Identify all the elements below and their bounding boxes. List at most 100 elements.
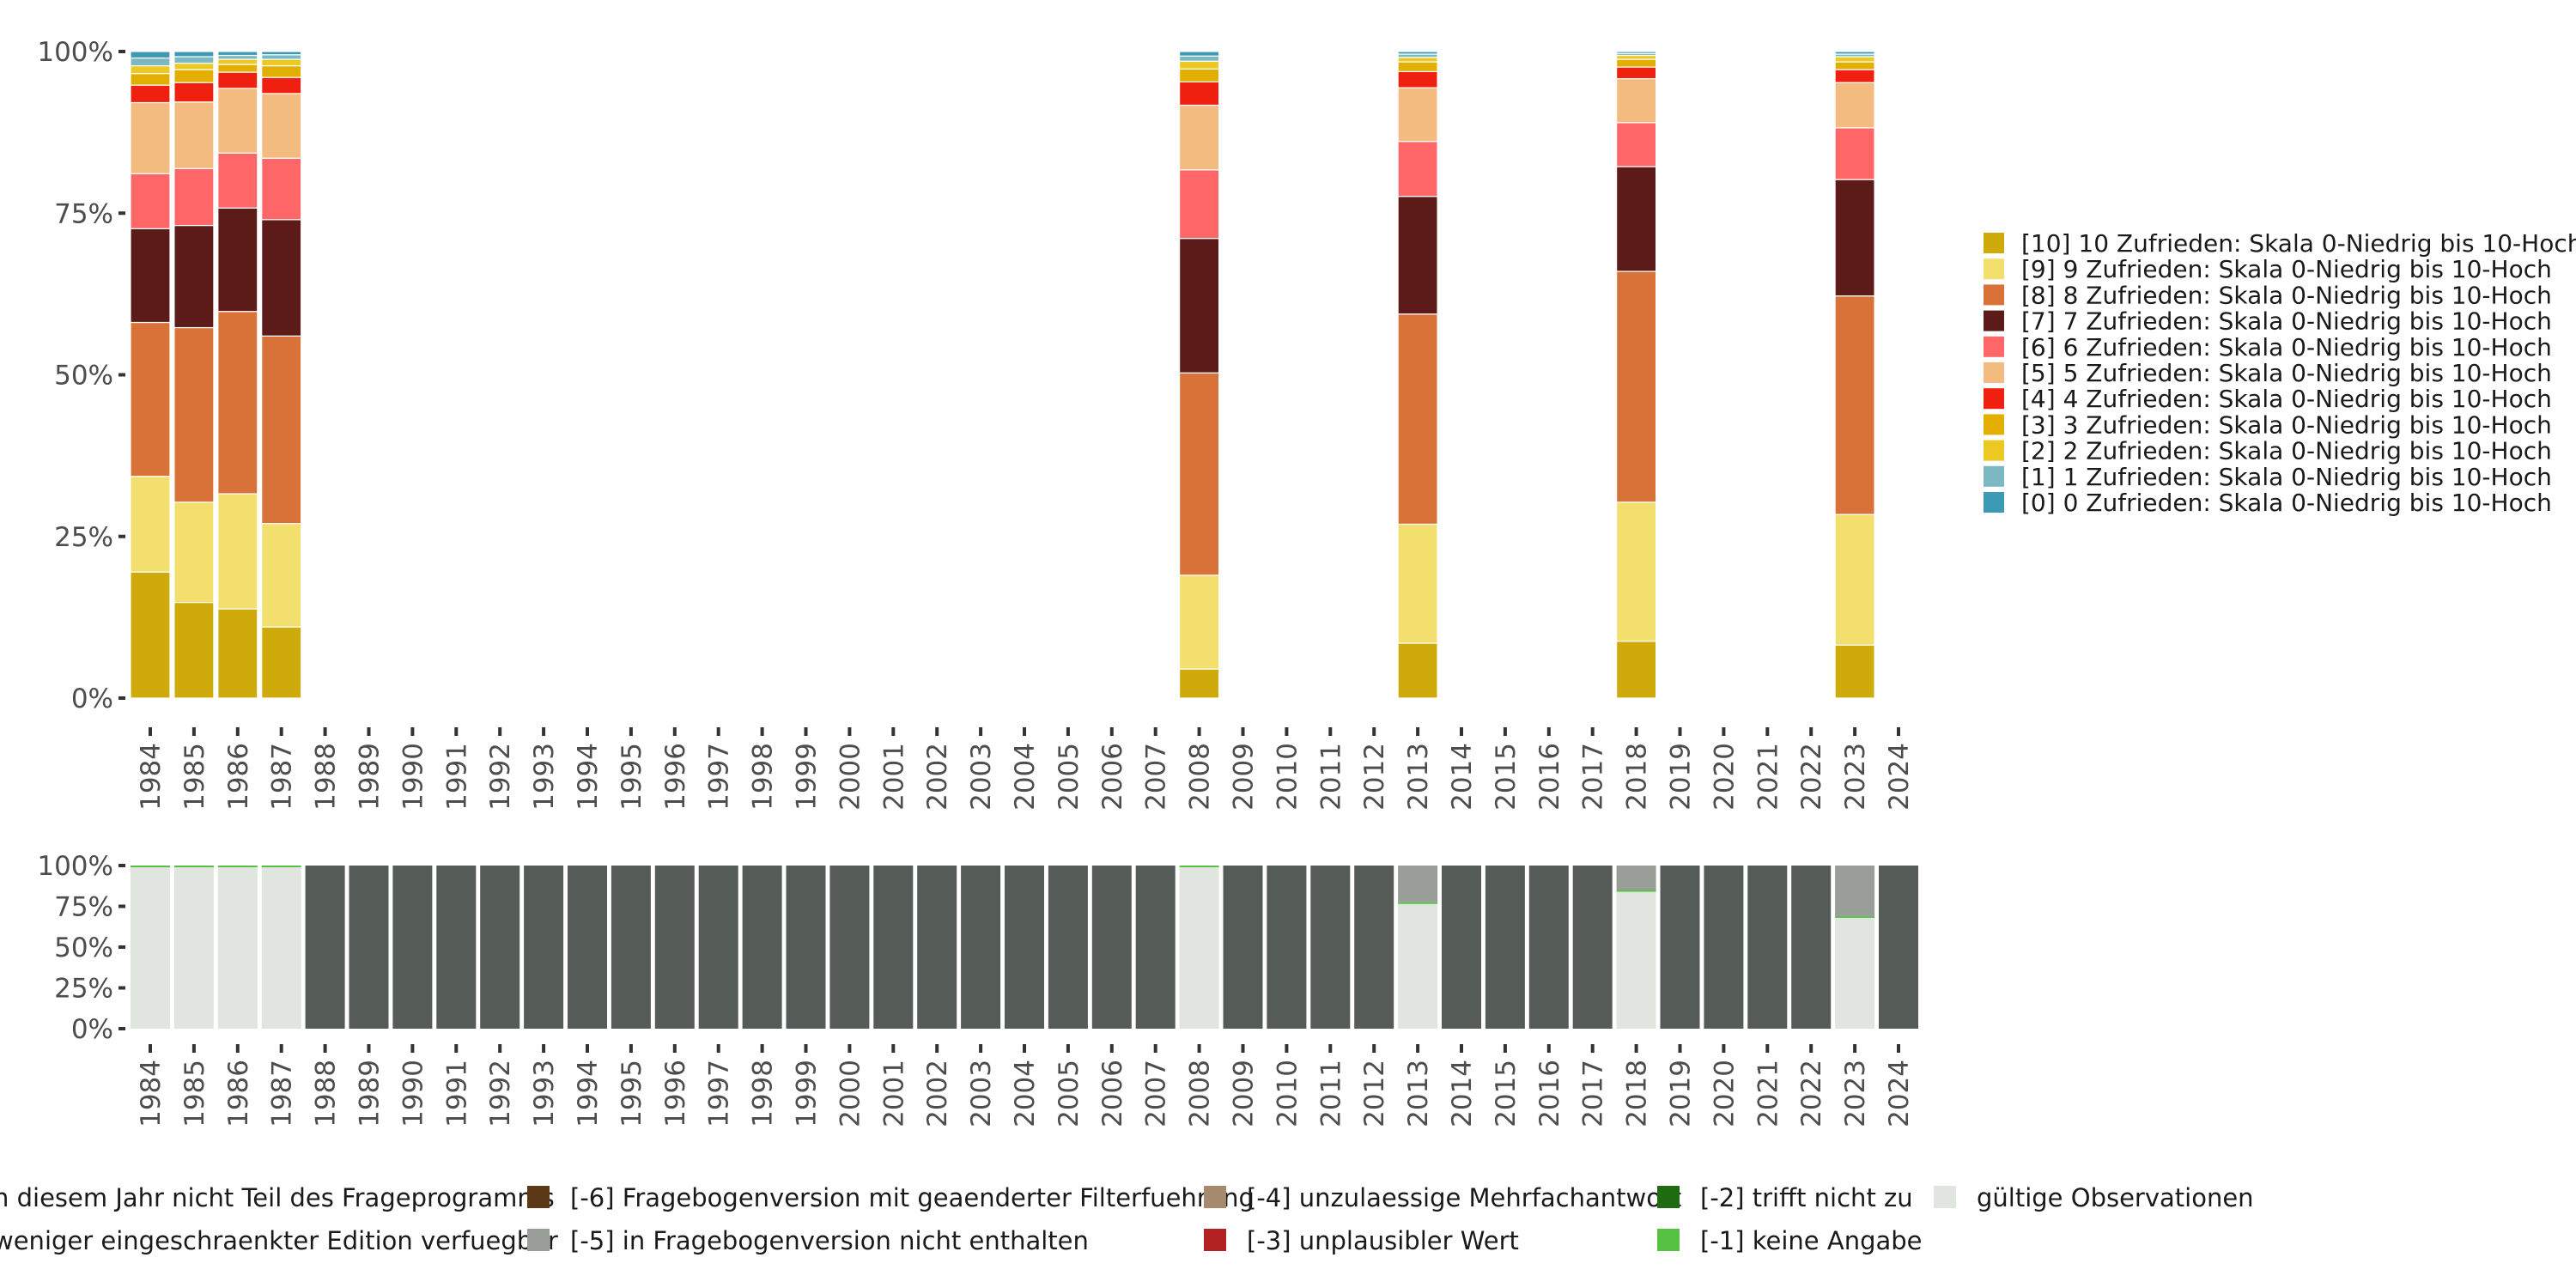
top-bar-segment-1985-3-3- [173, 69, 215, 83]
bottom-bar-2024 [1879, 866, 1918, 1029]
bottom-bar-1989 [349, 866, 389, 1029]
bottom-bar-segment-not-in-program [1048, 866, 1088, 1029]
bottom-bar-segment-not-in-program [1442, 866, 1481, 1029]
bottom-bar-segment-not-in-program [698, 866, 738, 1029]
top-bar-segment-1985-4-4- [173, 82, 215, 103]
top-x-tick-label: 2007 [1141, 743, 1172, 811]
bottom-bar-1986 [217, 866, 258, 1029]
top-bar-segment-2018-9-9- [1615, 501, 1657, 642]
top-bar-segment-2018-5-5- [1615, 78, 1657, 124]
top-x-tick-label: 1999 [792, 743, 823, 811]
bottom-legend-item: [-6] Fragebogenversion mit geaenderter F… [527, 1183, 1255, 1212]
top-x-tick-label: 2016 [1534, 743, 1565, 811]
bottom-bar-segment-not-in-program [436, 866, 477, 1029]
bottom-bar-2017 [1572, 866, 1613, 1029]
bottom-x-tick-label: 1990 [398, 1060, 428, 1127]
bottom-x-tick-label: 1992 [485, 1060, 516, 1127]
top-bar-segment-1984-2-2- [130, 64, 171, 75]
bottom-legend-swatch [1934, 1186, 1956, 1208]
top-x-tick-label: 2000 [835, 743, 866, 811]
bottom-x-tick-label: 1997 [704, 1060, 735, 1127]
top-bar-segment-1986-2-2- [217, 58, 258, 65]
top-bar-segment-1987-5-5- [261, 93, 302, 159]
top-x-tick-label: 2010 [1272, 743, 1303, 811]
top-x-tick-label: 2005 [1054, 743, 1084, 811]
top-bar-segment-1986-9-9- [217, 493, 258, 610]
bottom-bar-segment-no-answer [1616, 890, 1656, 892]
bottom-x-tick-label: 2015 [1491, 1060, 1522, 1127]
top-legend-item: [1] 1 Zufrieden: Skala 0-Niedrig bis 10-… [1984, 463, 2552, 491]
top-x-tick-label: 1990 [398, 743, 428, 811]
top-legend-item: [7] 7 Zufrieden: Skala 0-Niedrig bis 10-… [1984, 307, 2552, 336]
bottom-bar-segment-not-in-program [1660, 866, 1700, 1029]
bottom-bar-1996 [654, 866, 695, 1029]
top-bar-segment-2018-7-7- [1615, 166, 1657, 272]
top-bar-segment-1985-6-6- [173, 167, 215, 227]
top-bar-segment-1987-0-0- [261, 51, 302, 56]
bottom-bar-2004 [1005, 866, 1044, 1029]
bottom-bar-2021 [1747, 866, 1788, 1029]
top-legend-swatch [1984, 336, 2004, 357]
bottom-x-tick-label: 2024 [1884, 1060, 1915, 1127]
top-x-tick-label: 1987 [267, 743, 298, 811]
top-legend-item: [2] 2 Zufrieden: Skala 0-Niedrig bis 10-… [1984, 437, 2552, 465]
top-bar-segment-2013-4-4- [1397, 70, 1438, 88]
bottom-bar-1991 [436, 866, 477, 1029]
top-bar-segment-1987-3-3- [261, 64, 302, 78]
top-bar-segment-1987-10-1 [261, 626, 302, 699]
bottom-legend-item: [-5] in Fragebogenversion nicht enthalte… [527, 1226, 1089, 1255]
top-bar-segment-2018-6-6- [1615, 122, 1657, 167]
top-x-tick-label: 1986 [223, 743, 254, 811]
bottom-x-tick-label: 2016 [1534, 1060, 1565, 1127]
bottom-bar-segment-not-in-program [1223, 866, 1263, 1029]
top-legend-item: [8] 8 Zufrieden: Skala 0-Niedrig bis 10-… [1984, 281, 2552, 309]
bottom-bar-2006 [1091, 866, 1132, 1029]
top-legend-swatch [1984, 492, 2004, 513]
top-x-tick-label: 2015 [1491, 743, 1522, 811]
top-bar-1985 [173, 51, 215, 699]
top-x-tick-label: 2012 [1359, 743, 1390, 811]
bottom-bar-2000 [829, 866, 870, 1029]
bottom-bar-2007 [1135, 866, 1176, 1029]
bottom-bar-2012 [1354, 866, 1394, 1029]
bottom-bar-segment-not-in-program [654, 866, 695, 1029]
top-bar-segment-1985-7-7- [173, 224, 215, 329]
bottom-x-tick-label: 2007 [1141, 1060, 1172, 1127]
top-legend-swatch [1984, 440, 2004, 461]
top-x-tick-label: 2017 [1578, 743, 1609, 811]
bottom-legend-label: [-1] keine Angabe [1700, 1226, 1923, 1255]
bottom-bar-2005 [1048, 866, 1088, 1029]
top-legend-label: [0] 0 Zufrieden: Skala 0-Niedrig bis 10-… [2021, 489, 2552, 517]
bottom-bar-segment-not-in-program [568, 866, 607, 1029]
bottom-bar-segment-not-in-program [1091, 866, 1132, 1029]
top-legend-label: [4] 4 Zufrieden: Skala 0-Niedrig bis 10-… [2021, 385, 2552, 413]
top-bar-2023 [1834, 51, 1875, 699]
top-bar-1986 [217, 51, 258, 699]
top-legend-label: [5] 5 Zufrieden: Skala 0-Niedrig bis 10-… [2021, 359, 2552, 387]
bottom-bar-2020 [1704, 866, 1744, 1029]
bottom-bar-2010 [1267, 866, 1307, 1029]
top-bar-segment-1985-2-2- [173, 62, 215, 70]
bottom-bar-segment-not-in-program [873, 866, 914, 1029]
bottom-x-tick-label: 2002 [922, 1060, 953, 1127]
top-bar-segment-2023-0-0- [1834, 51, 1875, 55]
bottom-bar-1985 [173, 866, 214, 1029]
top-x-tick-label: 2021 [1753, 743, 1783, 811]
top-y-tick-label: 50% [54, 361, 113, 392]
bottom-legend-item: n diesem Jahr nicht Teil des Frageprogra… [0, 1183, 555, 1212]
bottom-legend-label: [-5] in Fragebogenversion nicht enthalte… [570, 1226, 1089, 1255]
top-bar-segment-2013-3-3- [1397, 61, 1438, 72]
bottom-legend-label: [-3] unplausibler Wert [1247, 1226, 1519, 1255]
bottom-bar-segment-not-in-program [1267, 866, 1307, 1029]
bottom-bar-segment-not-in-program [917, 866, 957, 1029]
top-legend-label: [9] 9 Zufrieden: Skala 0-Niedrig bis 10-… [2021, 255, 2552, 283]
bottom-bar-2019 [1660, 866, 1700, 1029]
top-bar-segment-1986-5-5- [217, 88, 258, 154]
top-x-tick-label: 2008 [1185, 743, 1216, 811]
top-x-tick-label: 1988 [311, 743, 342, 811]
top-x-tick-label: 2002 [922, 743, 953, 811]
top-bar-segment-1984-5-5- [130, 101, 171, 174]
bottom-bar-1994 [568, 866, 607, 1029]
top-bar-segment-2008-4-4- [1178, 81, 1220, 106]
bottom-x-tick-label: 2005 [1054, 1060, 1084, 1127]
